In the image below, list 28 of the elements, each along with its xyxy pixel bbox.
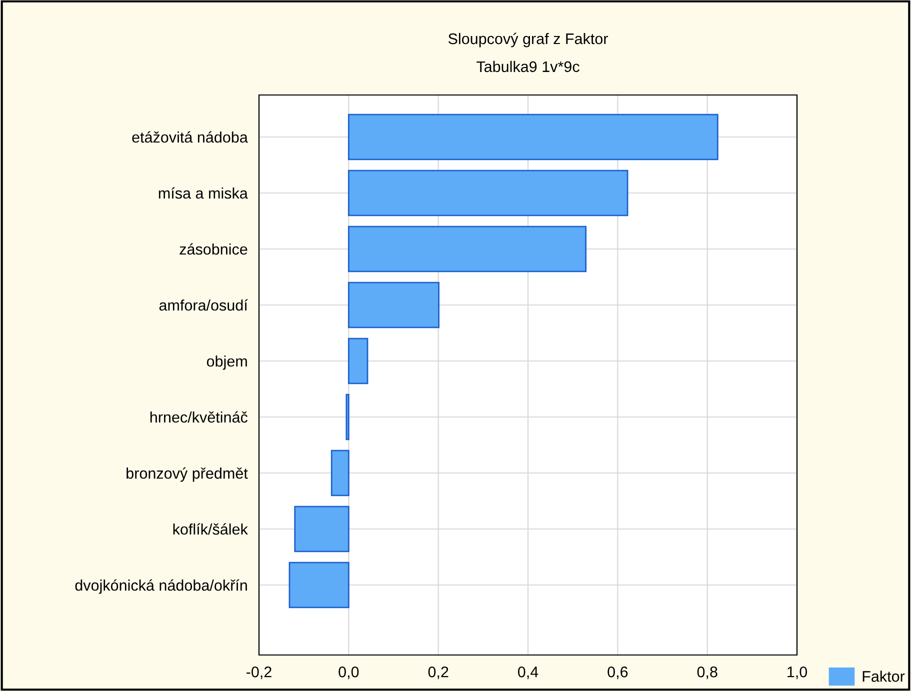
y-tick-label: hrnec/květináč [150, 411, 248, 423]
y-tick-label: dvojkónická nádoba/okřín [75, 579, 247, 594]
x-tick-label: -0,2 [246, 666, 272, 680]
bar [294, 506, 350, 552]
y-tick-label: etážovitá nádoba [132, 131, 248, 143]
x-tick-label: 0,2 [428, 666, 448, 680]
chart-subtitle: Tabulka9 1v*9c [476, 60, 580, 72]
y-tick-label: zásobnice [180, 243, 248, 255]
x-tick-label: 0,4 [518, 666, 538, 680]
y-tick-label: objem [206, 355, 247, 370]
chart-title: Sloupcový graf z Faktor [448, 32, 608, 48]
bar [348, 114, 718, 160]
y-tick-label: bronzový předmět [126, 467, 248, 482]
bar [348, 170, 628, 216]
bar [348, 226, 587, 272]
legend-label: Faktor [862, 670, 905, 682]
x-tick-label: 0,0 [338, 666, 359, 680]
bar [348, 282, 440, 328]
x-tick-label: 1,0 [788, 666, 808, 680]
bar [348, 338, 368, 384]
y-tick-label: koflík/šálek [173, 523, 248, 535]
y-tick-label: amfora/osudí [159, 299, 248, 311]
y-tick-label: mísa a miska [158, 187, 248, 199]
bar [346, 394, 350, 440]
x-tick-label: 0,8 [697, 666, 718, 680]
x-tick-label: 0,6 [608, 666, 628, 680]
bar [288, 562, 350, 608]
bar [330, 450, 350, 496]
